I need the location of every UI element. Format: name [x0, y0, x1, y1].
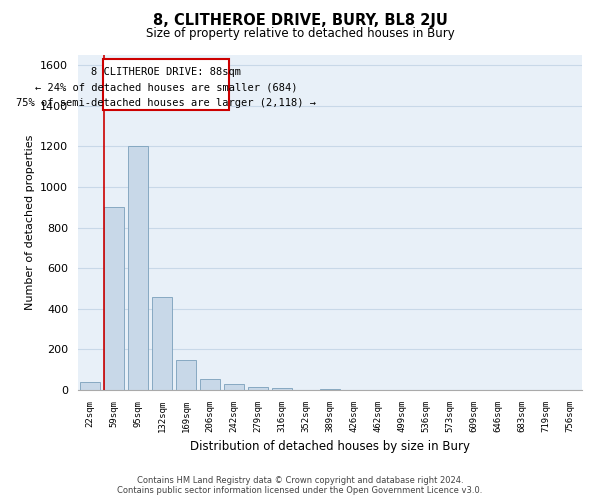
Text: Size of property relative to detached houses in Bury: Size of property relative to detached ho…	[146, 28, 454, 40]
Bar	[272, 388, 292, 390]
Bar	[128, 146, 148, 390]
Y-axis label: Number of detached properties: Number of detached properties	[25, 135, 35, 310]
FancyBboxPatch shape	[103, 59, 229, 110]
X-axis label: Distribution of detached houses by size in Bury: Distribution of detached houses by size …	[190, 440, 470, 454]
Bar	[248, 387, 268, 390]
Bar	[152, 296, 172, 390]
Text: ← 24% of detached houses are smaller (684): ← 24% of detached houses are smaller (68…	[35, 82, 298, 92]
Bar	[224, 384, 244, 390]
Text: 8 CLITHEROE DRIVE: 88sqm: 8 CLITHEROE DRIVE: 88sqm	[91, 67, 241, 77]
Bar	[176, 360, 196, 390]
Bar	[320, 389, 340, 390]
Text: 8, CLITHEROE DRIVE, BURY, BL8 2JU: 8, CLITHEROE DRIVE, BURY, BL8 2JU	[152, 12, 448, 28]
Bar	[104, 208, 124, 390]
Bar	[200, 379, 220, 390]
Text: 75% of semi-detached houses are larger (2,118) →: 75% of semi-detached houses are larger (…	[16, 98, 316, 108]
Bar	[80, 382, 100, 390]
Text: Contains HM Land Registry data © Crown copyright and database right 2024.
Contai: Contains HM Land Registry data © Crown c…	[118, 476, 482, 495]
